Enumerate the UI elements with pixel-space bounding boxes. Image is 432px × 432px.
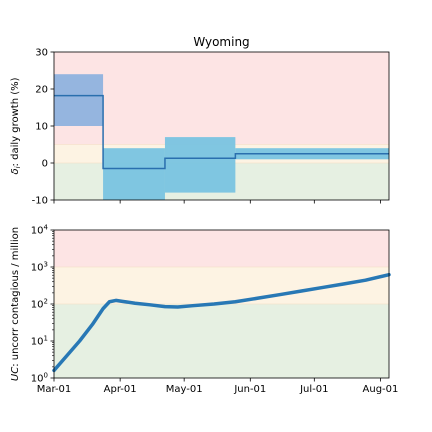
growth-ci-box-1 <box>103 148 165 200</box>
x-tick-label-2: May-01 <box>166 384 203 395</box>
contagious-y-tick-label-2: 102 <box>31 298 48 311</box>
growth-y-tick-label-4: 30 <box>35 48 48 59</box>
growth-y-tick-label-0: -10 <box>32 196 48 207</box>
growth-x-ticks <box>53 200 381 204</box>
contagious-y-axis-label: UC: uncorr contagious / million <box>10 227 21 381</box>
growth-ci-box-2 <box>164 137 236 193</box>
contagious-band-2 <box>54 230 389 267</box>
growth-ci-box-0 <box>54 74 104 126</box>
growth-y-tick-label-2: 10 <box>35 122 48 133</box>
growth-step-line <box>54 94 389 170</box>
growth-y-axis-label-delta: δ <box>10 168 21 174</box>
growth-y-ticks: -10 0 10 20 30 <box>32 48 54 207</box>
x-tick-label-0: Mar-01 <box>37 384 72 395</box>
contagious-y-tick-label-4: 104 <box>31 224 49 237</box>
growth-confidence-boxes <box>54 74 389 200</box>
x-tick-label-5: Aug-01 <box>363 384 399 395</box>
growth-y-axis-label-sub: i <box>14 166 22 168</box>
growth-y-tick-label-1: 0 <box>42 159 48 170</box>
contagious-y-ticks: 100 101 102 103 104 <box>31 224 54 385</box>
growth-panel: -10 0 10 20 30 Wyoming δi: daily growth (%) <box>10 35 390 207</box>
x-tick-label-4: Jul-01 <box>299 384 328 395</box>
x-tick-label-3: Jun-01 <box>233 384 266 395</box>
contagious-y-tick-label-3: 103 <box>31 261 48 274</box>
contagious-band-0 <box>54 304 389 378</box>
contagious-y-tick-label-1: 101 <box>31 335 48 348</box>
contagious-x-ticks: Mar-01 Apr-01 May-01 Jun-01 Jul-01 Aug-01 <box>37 378 399 395</box>
growth-y-tick-label-3: 20 <box>35 85 48 96</box>
growth-band-2 <box>54 52 389 145</box>
chart-title: Wyoming <box>193 35 249 49</box>
contagious-y-axis-label-uc: UC <box>10 367 21 381</box>
contagious-y-axis-label-text: : uncorr contagious / million <box>10 227 21 367</box>
contagious-series-line <box>52 272 391 373</box>
growth-y-axis-label-text: : daily growth (%) <box>10 77 21 166</box>
contagious-y-tick-label-0: 100 <box>31 372 48 385</box>
x-tick-label-1: Apr-01 <box>104 384 137 395</box>
contagious-threshold-bands <box>54 230 389 378</box>
contagious-panel: 100 101 102 103 104 Mar-01 Apr-01 May-01 Jun-01… <box>10 224 398 396</box>
growth-y-axis-label: δi: daily growth (%) <box>10 77 22 174</box>
